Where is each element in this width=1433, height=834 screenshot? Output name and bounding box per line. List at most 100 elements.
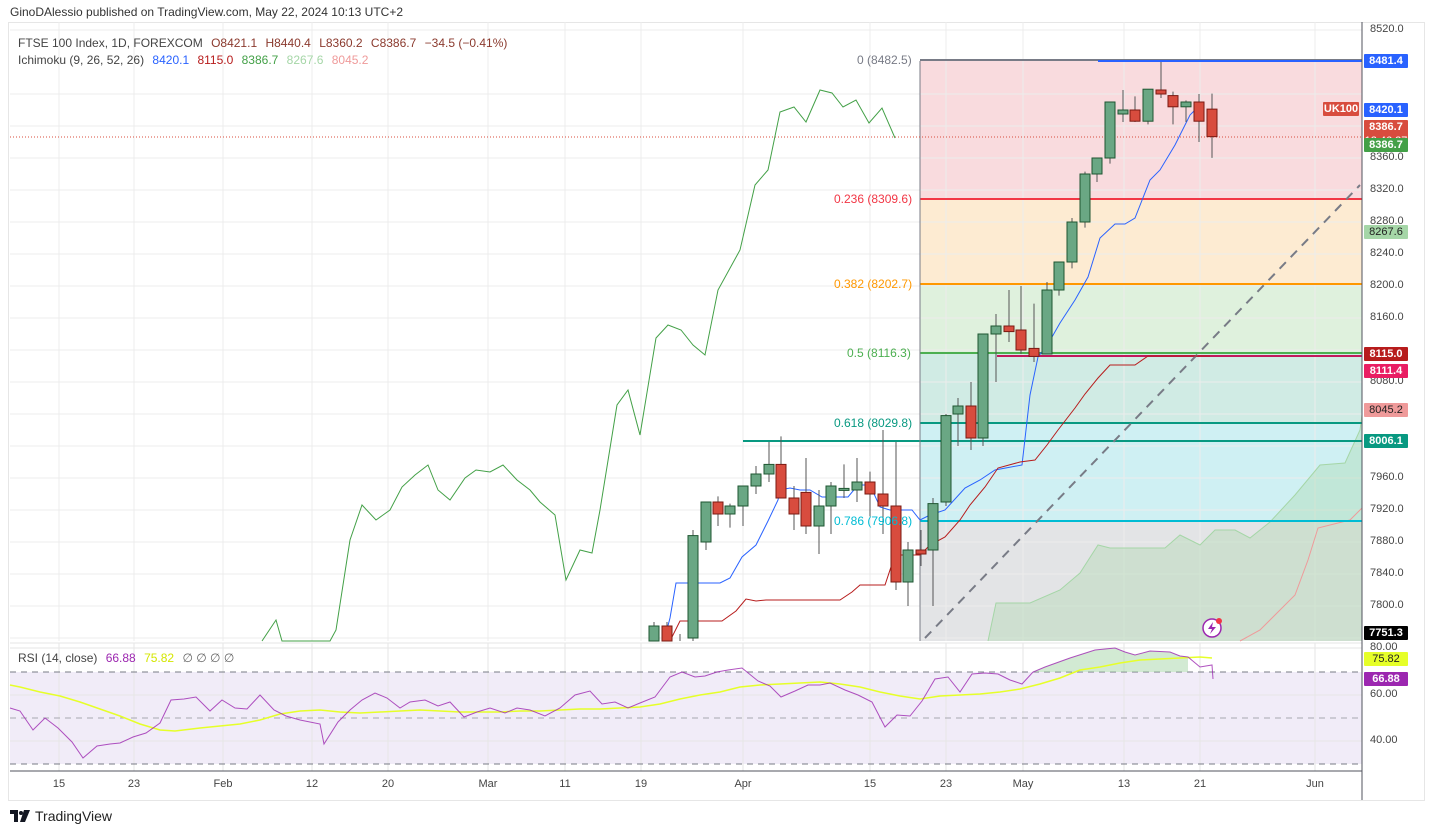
symbol-badge: UK100 — [1323, 102, 1359, 116]
ichimoku-value-span-b: 8045.2 — [331, 53, 369, 67]
price-tag: 8115.0 — [1364, 347, 1408, 361]
price-tick: 8240.0 — [1370, 247, 1404, 259]
candle — [927, 503, 939, 551]
ohlc-close: C8386.7 — [370, 36, 417, 50]
time-tick: 19 — [634, 778, 648, 790]
candle — [1028, 347, 1040, 357]
candle — [763, 463, 775, 475]
ichimoku-value-span-a: 8267.6 — [286, 53, 324, 67]
rsi-value: 66.88 — [105, 651, 136, 665]
ichimoku-value-conversion: 8420.1 — [152, 53, 190, 67]
rsi-extra: ∅ ∅ ∅ ∅ — [182, 651, 235, 665]
price-tick: 8360.0 — [1370, 151, 1404, 163]
candle — [750, 473, 762, 487]
price-tag: 8006.1 — [1364, 434, 1408, 449]
fib-label-0382: 0.382 (8202.7) — [834, 277, 913, 291]
candle — [1041, 289, 1053, 355]
candle — [813, 505, 825, 527]
candle — [775, 463, 787, 499]
candle — [890, 505, 902, 583]
candle — [915, 549, 927, 555]
candle — [800, 491, 812, 527]
time-tick: Apr — [734, 778, 752, 790]
candle — [902, 549, 914, 583]
ichimoku-legend: Ichimoku (9, 26, 52, 26) 8420.1 8115.0 8… — [18, 53, 373, 67]
ichimoku-value-lagging: 8386.7 — [241, 53, 279, 67]
rsi-tag: 66.88 — [1364, 672, 1408, 686]
time-tick: Mar — [478, 778, 498, 790]
rsi-legend: RSI (14, close) 66.88 75.82 ∅ ∅ ∅ ∅ — [18, 651, 239, 665]
time-tick: 15 — [52, 778, 66, 790]
rsi-label: RSI (14, close) — [18, 651, 98, 665]
price-tick: 7960.0 — [1370, 471, 1404, 483]
time-tick: Jun — [1306, 778, 1324, 790]
time-tick: 12 — [305, 778, 319, 790]
price-tick: 7920.0 — [1370, 503, 1404, 515]
time-tick: 23 — [939, 778, 953, 790]
fib-label-0: 0 (8482.5) — [857, 53, 912, 67]
price-tick: 7880.0 — [1370, 535, 1404, 547]
candle — [965, 405, 977, 439]
ichimoku-value-base: 8115.0 — [197, 53, 234, 67]
price-tag: 8420.1 — [1364, 102, 1408, 117]
candle — [1066, 221, 1078, 263]
candle — [1117, 109, 1129, 115]
rsi-tick: 60.00 — [1370, 688, 1398, 700]
candle — [1015, 329, 1027, 351]
ohlc-change: −34.5 (−0.41%) — [424, 36, 508, 50]
candle — [952, 405, 964, 415]
price-tick: 8320.0 — [1370, 183, 1404, 195]
symbol-legend: FTSE 100 Index, 1D, FOREXCOM O8421.1 H84… — [18, 36, 512, 50]
brand-name: TradingView — [35, 808, 113, 824]
price-tick: 7800.0 — [1370, 599, 1404, 611]
price-tag: 8481.4 — [1364, 53, 1408, 68]
candle — [1155, 89, 1167, 95]
candle — [1142, 88, 1154, 122]
price-tag: 7751.3 — [1364, 626, 1408, 640]
candle — [661, 625, 673, 642]
fib-label-0236: 0.236 (8309.6) — [834, 192, 913, 206]
candle — [1193, 101, 1205, 122]
candle — [700, 501, 712, 543]
footer-brand[interactable]: TradingView — [10, 808, 112, 824]
ohlc-open: O8421.1 — [211, 36, 258, 50]
fib-label-0786: 0.786 (7906.8) — [834, 514, 913, 528]
price-tag: 8111.4 — [1364, 363, 1408, 378]
time-tick: May — [1012, 778, 1034, 790]
ohlc-low: L8360.2 — [319, 36, 363, 50]
rsi-ma-value: 75.82 — [144, 651, 175, 665]
candle — [788, 497, 800, 515]
fib-label-0618: 0.618 (8029.8) — [834, 416, 913, 430]
candle — [712, 501, 724, 515]
time-tick: 11 — [559, 778, 571, 790]
candle — [1206, 108, 1218, 138]
price-tick: 8280.0 — [1370, 215, 1404, 227]
candle — [1104, 101, 1116, 159]
lightning-icon[interactable] — [1202, 618, 1222, 638]
candle — [864, 481, 876, 495]
candle — [838, 487, 850, 491]
candle — [1180, 101, 1192, 108]
symbol-line: FTSE 100 Index, 1D, FOREXCOM — [18, 36, 203, 50]
candle — [851, 481, 863, 491]
candle — [1091, 157, 1103, 175]
ichimoku-label: Ichimoku (9, 26, 52, 26) — [18, 53, 145, 67]
fib-zones — [920, 61, 1362, 641]
candle — [940, 415, 952, 503]
candle — [1053, 261, 1065, 291]
candle — [1129, 109, 1141, 122]
time-tick: 15 — [863, 778, 877, 790]
price-tag: 8045.2 — [1364, 402, 1408, 417]
price-tick: 7840.0 — [1370, 567, 1404, 579]
candle — [825, 485, 837, 507]
time-tick: Feb — [213, 778, 233, 790]
candle — [1079, 173, 1091, 223]
ohlc-high: H8440.4 — [265, 36, 311, 50]
publisher-line: GinoDAlessio published on TradingView.co… — [10, 5, 404, 19]
rsi-tick: 40.00 — [1370, 734, 1398, 746]
time-tick: 23 — [127, 778, 141, 790]
time-tick: 13 — [1117, 778, 1131, 790]
time-tick: 20 — [381, 778, 395, 790]
price-tick: 8520.0 — [1370, 23, 1404, 35]
